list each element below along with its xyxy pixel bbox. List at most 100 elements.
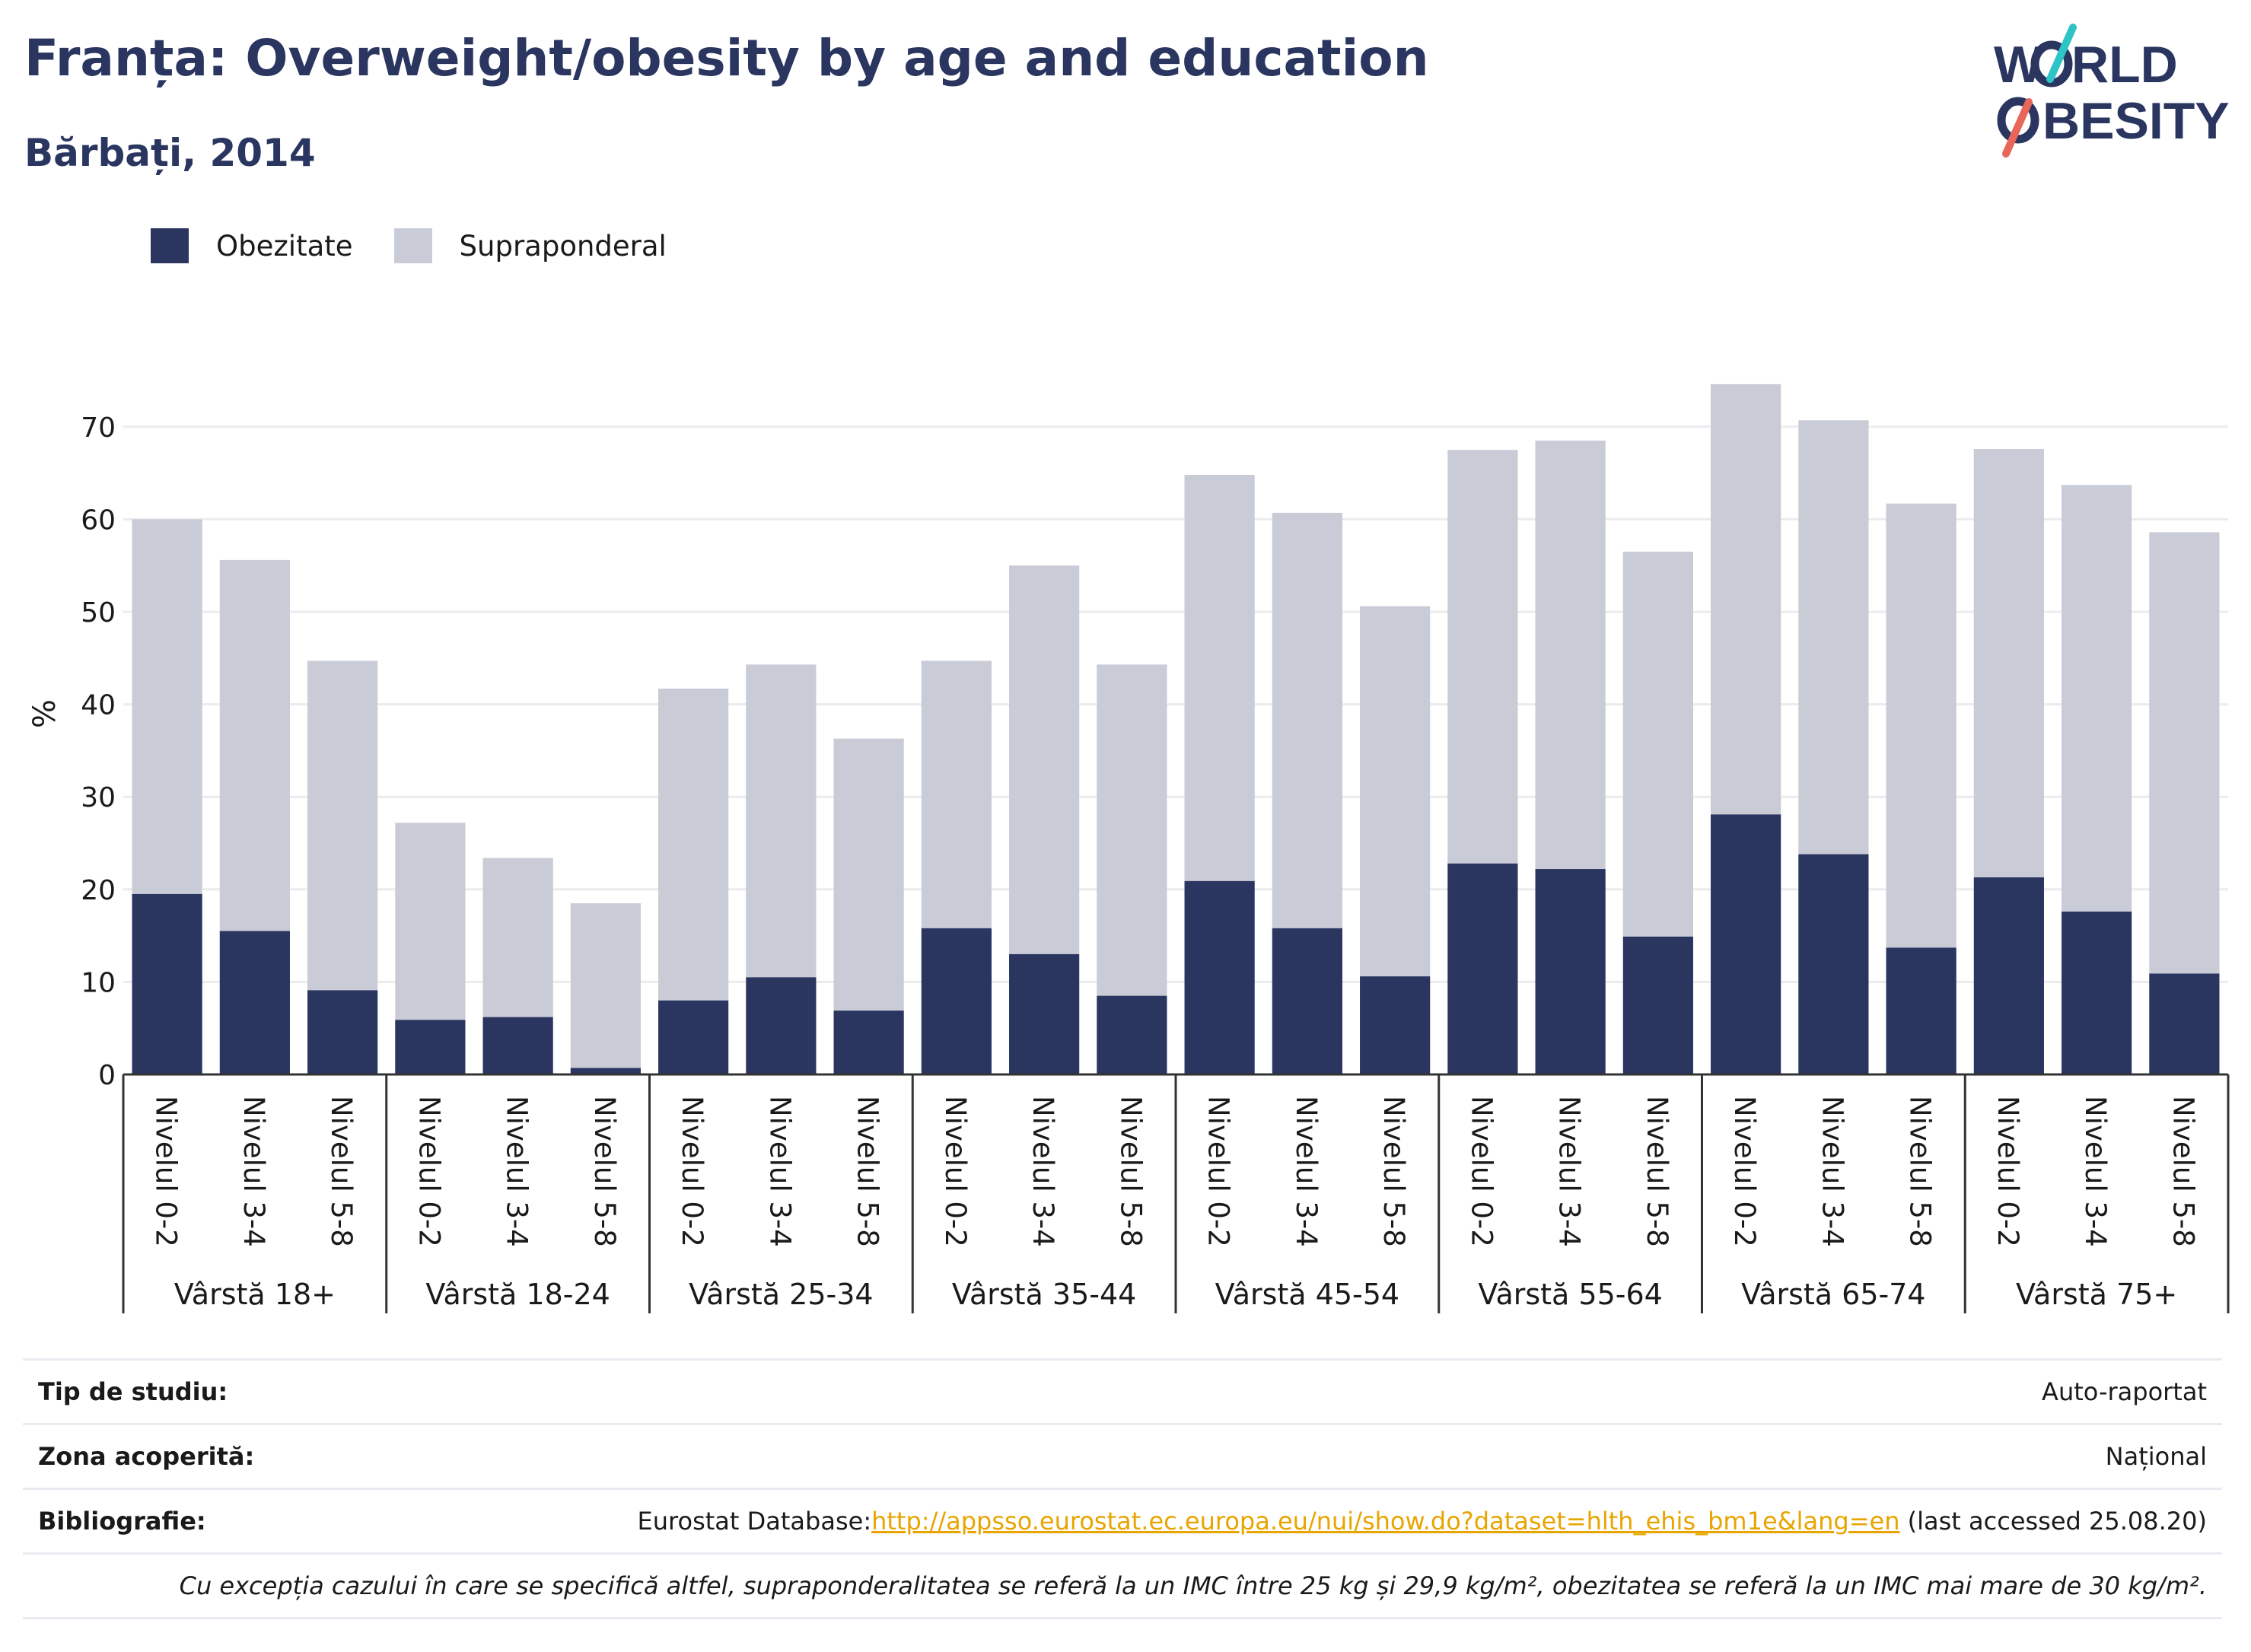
bar-obezitate	[1097, 995, 1167, 1074]
coverage-value: Național	[2105, 1442, 2207, 1471]
x-tick-label: Nivelul 0-2	[1728, 1096, 1761, 1247]
legend-item-supraponderal[interactable]: Supraponderal	[393, 228, 667, 263]
bar-obezitate	[833, 1011, 904, 1074]
logo-besity: BESITY	[2042, 92, 2230, 150]
bar-obezitate	[1535, 869, 1606, 1074]
x-tick-label: Nivelul 3-4	[1553, 1096, 1586, 1247]
bar-supraponderal	[1798, 420, 1869, 855]
bar-supraponderal	[1097, 664, 1167, 996]
legend-item-obezitate[interactable]: Obezitate	[151, 228, 353, 263]
bar-supraponderal	[658, 688, 729, 1001]
bar-obezitate	[132, 893, 202, 1074]
x-tick-label: Nivelul 5-8	[2167, 1096, 2199, 1247]
bar-supraponderal	[307, 660, 378, 991]
bibliography-label: Bibliografie:	[38, 1507, 206, 1536]
definition-note: Cu excepția cazului în care se specifică…	[179, 1571, 2207, 1600]
x-tick-label: Nivelul 5-8	[1904, 1096, 1937, 1247]
bar-obezitate	[1973, 877, 2044, 1074]
bar-obezitate	[219, 931, 290, 1074]
y-tick-label: 0	[98, 1060, 116, 1091]
logo-rld: RLD	[2071, 36, 2178, 94]
bar-obezitate	[1798, 854, 1869, 1074]
x-tick-label: Nivelul 5-8	[1114, 1096, 1147, 1247]
info-row-study-type: Tip de studiu: Auto-raportat	[23, 1358, 2222, 1423]
group-label: Vârstă 55-64	[1478, 1278, 1662, 1311]
x-tick-label: Nivelul 0-2	[150, 1096, 183, 1247]
x-tick-label: Nivelul 3-4	[1027, 1096, 1059, 1247]
x-tick-label: Nivelul 0-2	[676, 1096, 708, 1247]
bar-supraponderal	[570, 903, 641, 1068]
x-tick-label: Nivelul 0-2	[1992, 1096, 2024, 1247]
group-label: Vârstă 18-24	[425, 1278, 610, 1311]
x-tick-label: Nivelul 3-4	[501, 1096, 533, 1247]
bar-obezitate	[307, 990, 378, 1074]
bar-obezitate	[1447, 863, 1518, 1074]
bar-obezitate	[921, 928, 992, 1074]
bar-obezitate	[2149, 973, 2220, 1074]
bar-obezitate	[658, 1000, 729, 1074]
bar-supraponderal	[1009, 565, 1080, 954]
x-tick-label: Nivelul 5-8	[1641, 1096, 1673, 1247]
y-tick-label: 40	[81, 690, 116, 721]
bar-obezitate	[746, 977, 817, 1074]
bibliography-link[interactable]: http://appsso.eurostat.ec.europa.eu/nui/…	[871, 1507, 1900, 1536]
bar-obezitate	[482, 1017, 553, 1074]
x-tick-label: Nivelul 3-4	[763, 1096, 796, 1247]
bar-obezitate	[1622, 936, 1693, 1074]
group-label: Vârstă 75+	[2016, 1278, 2177, 1311]
study-type-value: Auto-raportat	[2042, 1377, 2207, 1406]
y-tick-label: 50	[81, 597, 116, 629]
logo-o1	[2030, 40, 2073, 88]
group-label: Vârstă 25-34	[689, 1278, 873, 1311]
bar-obezitate	[1711, 814, 1781, 1074]
bar-supraponderal	[395, 823, 466, 1020]
legend-swatch-obezitate	[151, 228, 189, 263]
coverage-label: Zona acoperită:	[38, 1442, 255, 1471]
group-label: Vârstă 35-44	[952, 1278, 1136, 1311]
y-tick-label: 20	[81, 875, 116, 906]
bar-supraponderal	[132, 519, 202, 894]
x-tick-label: Nivelul 3-4	[1290, 1096, 1323, 1247]
bibliography-suffix: (last accessed 25.08.20)	[1899, 1507, 2207, 1536]
bar-supraponderal	[1711, 384, 1781, 815]
logo-o2	[1997, 97, 2039, 144]
page-title: Franța: Overweight/obesity by age and ed…	[24, 29, 1429, 88]
bar-supraponderal	[1272, 512, 1342, 928]
logo-stroke-teal	[2046, 24, 2077, 83]
x-tick-label: Nivelul 5-8	[852, 1096, 884, 1247]
bar-supraponderal	[746, 664, 817, 978]
bar-obezitate	[395, 1020, 466, 1074]
world-obesity-logo: W RLD BESITY	[1994, 24, 2230, 158]
info-table: Tip de studiu: Auto-raportat Zona acoper…	[23, 1358, 2222, 1619]
info-row-note: Cu excepția cazului în care se specifică…	[23, 1552, 2222, 1619]
x-tick-label: Nivelul 0-2	[1202, 1096, 1235, 1247]
bibliography-value: Eurostat Database:http://appsso.eurostat…	[638, 1507, 2207, 1536]
stacked-bar-chart: 0 10 20 30 40 50 60 70% Nivelul 0-2 Nivelul 3-4 Ni…	[27, 384, 2230, 1313]
bar-supraponderal	[833, 738, 904, 1011]
bar-supraponderal	[482, 858, 553, 1017]
x-tick-label: Nivelul 3-4	[2079, 1096, 2112, 1247]
y-tick-label: 70	[81, 412, 116, 444]
legend-label-supraponderal: Supraponderal	[459, 229, 667, 263]
bar-obezitate	[2062, 911, 2132, 1074]
bar-supraponderal	[1622, 551, 1693, 937]
x-tick-label: Nivelul 3-4	[237, 1096, 270, 1247]
x-tick-label: Nivelul 3-4	[1816, 1096, 1848, 1247]
bar-obezitate	[570, 1068, 641, 1074]
group-label: Vârstă 65-74	[1741, 1278, 1925, 1311]
bar-supraponderal	[1886, 503, 1956, 948]
bar-supraponderal	[2149, 532, 2220, 974]
bar-obezitate	[1184, 880, 1255, 1074]
bar-supraponderal	[1535, 441, 1606, 870]
bar-supraponderal	[1973, 448, 2044, 877]
bar-supraponderal	[1447, 450, 1518, 864]
bar-obezitate	[1009, 953, 1080, 1074]
page-subtitle: Bărbați, 2014	[24, 131, 316, 175]
bar-obezitate	[1886, 947, 1956, 1074]
y-tick-label: 60	[81, 505, 116, 536]
bibliography-prefix: Eurostat Database:	[637, 1507, 872, 1536]
y-tick-label: 10	[81, 967, 116, 998]
y-tick-label: 30	[81, 782, 116, 813]
bar-supraponderal	[1360, 606, 1431, 977]
group-label: Vârstă 18+	[174, 1278, 336, 1311]
